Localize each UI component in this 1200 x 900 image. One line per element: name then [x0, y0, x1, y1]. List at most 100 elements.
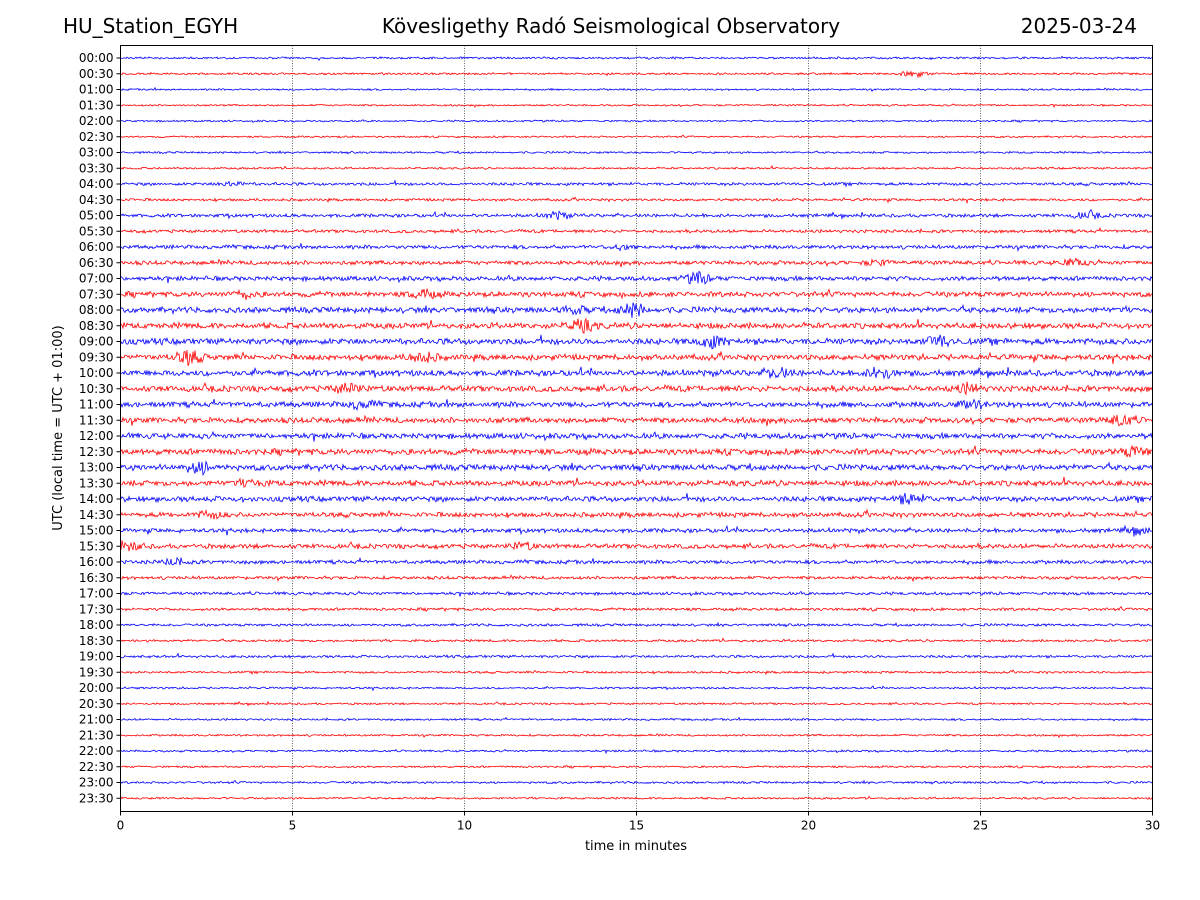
y-tick-label-1330: 13:30	[79, 476, 114, 490]
y-tick-label-1600: 16:00	[79, 555, 114, 569]
trace-0130	[120, 103, 1153, 109]
y-tick-label-1630: 16:30	[79, 571, 114, 585]
x-tick-label-25: 25	[973, 819, 988, 833]
trace-1930	[120, 669, 1153, 675]
trace-0830	[120, 317, 1153, 335]
y-tick-label-0400: 04:00	[79, 177, 114, 191]
y-tick-label-2230: 22:30	[79, 760, 114, 774]
y-tick-label-1030: 10:30	[79, 382, 114, 396]
trace-0800	[120, 302, 1153, 319]
y-tick-label-0100: 01:00	[79, 83, 114, 97]
y-tick-label-0130: 01:30	[79, 98, 114, 112]
chart-date: 2025-03-24	[1020, 14, 1137, 38]
trace-0530	[120, 226, 1153, 235]
y-tick-label-1900: 19:00	[79, 650, 114, 664]
y-tick-label-1000: 10:00	[79, 366, 114, 380]
trace-1830	[120, 637, 1153, 643]
x-tick-labels: 0 5 10 15 20 25 30	[117, 811, 1160, 833]
y-tick-label-2200: 22:00	[79, 744, 114, 758]
trace-1300	[120, 460, 1153, 477]
y-tick-label-0900: 09:00	[79, 335, 114, 349]
y-tick-label-0430: 04:30	[79, 193, 114, 207]
y-axis-label: UTC (local time = UTC + 01:00)	[51, 325, 66, 530]
y-tick-label-0500: 05:00	[79, 209, 114, 223]
trace-0700	[120, 270, 1153, 285]
trace-0330	[120, 165, 1153, 171]
y-tick-label-2300: 23:00	[79, 776, 114, 790]
trace-0930	[120, 349, 1153, 366]
y-tick-label-0730: 07:30	[79, 287, 114, 301]
trace-1130	[120, 413, 1153, 427]
trace-1430	[120, 508, 1153, 520]
y-tick-label-1500: 15:00	[79, 524, 114, 538]
y-tick-label-0930: 09:30	[79, 350, 114, 364]
station-name: HU_Station_EGYH	[63, 14, 239, 38]
y-tick-label-1230: 12:30	[79, 445, 114, 459]
trace-2300	[120, 779, 1153, 785]
y-tick-label-0300: 03:00	[79, 146, 114, 160]
x-tick-label-10: 10	[457, 819, 472, 833]
trace-0030	[120, 70, 1153, 79]
trace-0600	[120, 243, 1153, 253]
y-tick-label-2030: 20:30	[79, 697, 114, 711]
trace-0000	[120, 55, 1153, 61]
y-tick-label-2000: 20:00	[79, 681, 114, 695]
trace-0200	[120, 119, 1153, 123]
trace-1530	[120, 540, 1153, 552]
y-tick-label-2100: 21:00	[79, 713, 114, 727]
trace-0500	[120, 209, 1153, 221]
y-tick-label-0230: 02:30	[79, 130, 114, 144]
y-tick-label-0700: 07:00	[79, 272, 114, 286]
y-tick-label-1730: 17:30	[79, 602, 114, 616]
y-tick-label-1830: 18:30	[79, 634, 114, 648]
trace-2200	[120, 748, 1153, 755]
y-tick-label-2130: 21:30	[79, 728, 114, 742]
y-tick-label-0000: 00:00	[79, 51, 114, 65]
trace-1330	[120, 476, 1153, 488]
seismic-traces	[120, 55, 1153, 801]
trace-0630	[120, 257, 1153, 268]
x-tick-label-5: 5	[289, 819, 297, 833]
trace-1700	[120, 590, 1153, 597]
trace-1730	[120, 605, 1153, 613]
y-tick-label-0800: 08:00	[79, 303, 114, 317]
y-tick-label-0600: 06:00	[79, 240, 114, 254]
trace-1000	[120, 366, 1153, 380]
trace-0730	[120, 288, 1153, 300]
trace-1400	[120, 492, 1153, 505]
x-axis-label: time in minutes	[585, 839, 687, 854]
trace-0230	[120, 134, 1153, 139]
grid-lines	[292, 45, 981, 812]
y-tick-label-1800: 18:00	[79, 618, 114, 632]
trace-1030	[120, 381, 1153, 396]
y-tick-label-1430: 14:30	[79, 508, 114, 522]
y-tick-label-1700: 17:00	[79, 587, 114, 601]
trace-1100	[120, 398, 1153, 412]
y-tick-label-1100: 11:00	[79, 398, 114, 412]
y-tick-label-0530: 05:30	[79, 224, 114, 238]
trace-1230	[120, 444, 1153, 458]
x-tick-label-20: 20	[801, 819, 816, 833]
x-tick-label-30: 30	[1145, 819, 1160, 833]
y-tick-label-1400: 14:00	[79, 492, 114, 506]
chart-title: Kövesligethy Radó Seismological Observat…	[381, 14, 841, 38]
trace-0300	[120, 149, 1153, 155]
trace-0400	[120, 179, 1153, 188]
y-tick-label-1530: 15:30	[79, 539, 114, 553]
trace-0430	[120, 196, 1153, 205]
trace-1800	[120, 621, 1153, 628]
y-tick-label-1930: 19:30	[79, 665, 114, 679]
trace-2130	[120, 733, 1153, 739]
trace-2230	[120, 764, 1153, 769]
trace-2030	[120, 700, 1153, 707]
y-tick-label-0030: 00:30	[79, 67, 114, 81]
trace-1900	[120, 652, 1153, 659]
x-tick-label-15: 15	[629, 819, 644, 833]
y-tick-label-1130: 11:30	[79, 413, 114, 427]
y-tick-label-0200: 02:00	[79, 114, 114, 128]
trace-0900	[120, 334, 1153, 350]
x-tick-label-0: 0	[117, 819, 125, 833]
y-tick-label-0330: 03:30	[79, 161, 114, 175]
